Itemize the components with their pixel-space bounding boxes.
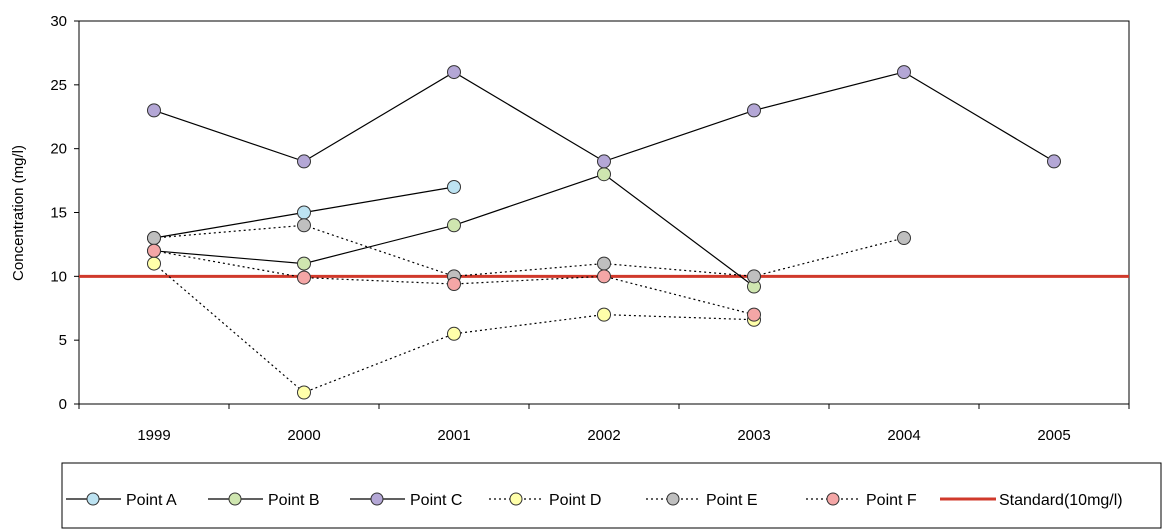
data-point-point-e xyxy=(147,231,161,246)
y-tick-label: 0 xyxy=(59,396,67,413)
data-point-point-a xyxy=(447,179,461,194)
data-point-point-d xyxy=(297,385,311,400)
legend-label-point-f: Point F xyxy=(866,492,917,509)
data-point-point-c xyxy=(747,103,761,118)
x-tick-label: 1999 xyxy=(137,427,170,444)
legend-box xyxy=(61,462,1162,529)
series-line-point-e xyxy=(153,224,905,277)
data-point-point-b xyxy=(597,167,611,182)
data-point-point-d xyxy=(147,256,161,271)
y-axis: 0 5 10 15 20 25 30 xyxy=(50,13,79,413)
legend-marker-point-d xyxy=(509,492,523,506)
data-point-point-b xyxy=(447,218,461,233)
data-point-point-c xyxy=(1047,154,1061,169)
data-point-point-a xyxy=(297,205,311,220)
legend-label-point-c: Point C xyxy=(410,492,462,509)
legend-marker-point-f xyxy=(826,492,840,506)
y-tick-label: 5 xyxy=(59,332,67,349)
legend-marker-point-c xyxy=(370,492,384,506)
series-line-point-d xyxy=(153,263,755,394)
series-layer xyxy=(147,65,1061,400)
series-line-point-f xyxy=(153,250,755,316)
series-point-c xyxy=(147,65,1061,169)
series-point-b xyxy=(147,167,761,294)
series-point-d xyxy=(147,256,761,400)
x-tick-label: 2002 xyxy=(587,427,620,444)
data-point-point-d xyxy=(597,307,611,322)
series-line-point-c xyxy=(153,71,1055,163)
data-point-point-d xyxy=(447,326,461,341)
data-point-point-c xyxy=(297,154,311,169)
data-point-point-e xyxy=(297,218,311,233)
data-point-point-f xyxy=(297,270,311,285)
y-tick-label: 30 xyxy=(50,13,67,30)
series-point-f xyxy=(147,243,761,322)
legend-marker-point-e xyxy=(666,492,680,506)
x-tick-label: 2001 xyxy=(437,427,470,444)
legend-label-point-e: Point E xyxy=(706,492,758,509)
legend-label-point-a: Point A xyxy=(126,492,177,509)
data-point-point-f xyxy=(597,269,611,284)
x-tick-label: 2004 xyxy=(887,427,920,444)
plot-area xyxy=(78,20,1130,405)
legend-label-point-d: Point D xyxy=(549,492,601,509)
y-tick-label: 10 xyxy=(50,268,67,285)
data-point-point-c xyxy=(447,65,461,80)
data-point-point-c xyxy=(897,65,911,80)
y-axis-title: Concentration (mg/l) xyxy=(10,145,27,281)
x-tick-label: 2000 xyxy=(287,427,320,444)
x-tick-label: 2003 xyxy=(737,427,770,444)
x-axis: 1999 2000 2001 2002 2003 2004 2005 xyxy=(78,404,1130,444)
y-tick-label: 15 xyxy=(50,205,67,222)
x-tick-label: 2005 xyxy=(1037,427,1070,444)
y-tick-label: 25 xyxy=(50,77,67,94)
data-point-point-c xyxy=(147,103,161,118)
legend-label-standard: Standard(10mg/l) xyxy=(999,492,1123,509)
data-point-point-f xyxy=(447,276,461,291)
series-point-e xyxy=(147,218,911,284)
data-point-point-e xyxy=(597,256,611,271)
data-point-point-e xyxy=(747,269,761,284)
legend: Point A Point B Point C Point D Point E Point… xyxy=(61,462,1162,529)
y-tick-label: 20 xyxy=(50,141,67,158)
data-point-point-f xyxy=(147,243,161,258)
legend-label-point-b: Point B xyxy=(268,492,320,509)
data-point-point-e xyxy=(897,231,911,246)
data-point-point-f xyxy=(747,307,761,322)
legend-marker-point-b xyxy=(228,492,242,506)
legend-marker-point-a xyxy=(86,492,100,506)
data-point-point-b xyxy=(297,256,311,271)
data-point-point-c xyxy=(597,154,611,169)
plot-border xyxy=(78,20,1130,405)
